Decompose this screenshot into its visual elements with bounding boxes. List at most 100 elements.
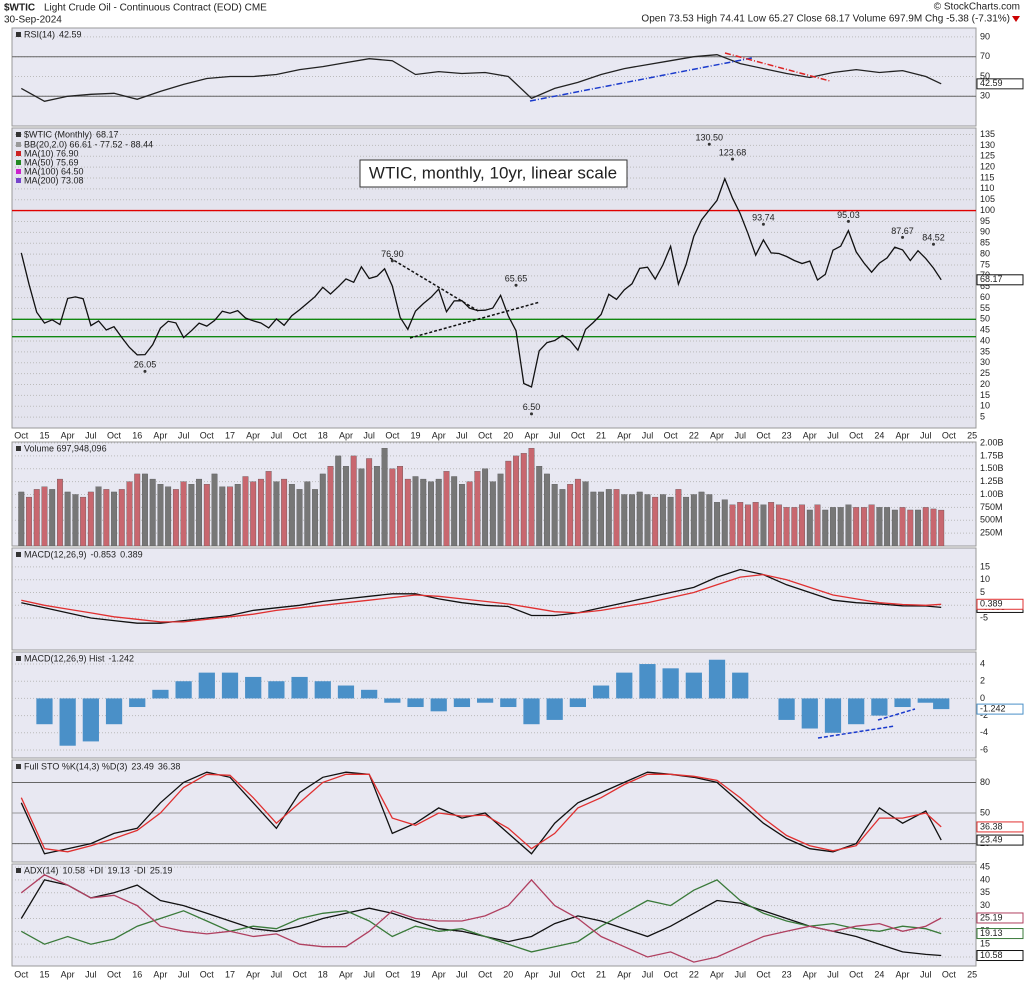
- value-tag: [976, 703, 1024, 715]
- hist-bar: [407, 698, 424, 708]
- annotation-point: [761, 222, 765, 226]
- y-tick-label: 120: [980, 162, 995, 172]
- x-tick-label: Jul: [363, 969, 375, 979]
- value-tag: [976, 928, 1024, 940]
- hist-bar: [662, 668, 679, 699]
- volume-bar: [327, 466, 334, 546]
- y-tick-label: 90: [980, 227, 990, 237]
- legend-text: 0.389: [120, 549, 143, 559]
- volume-bar: [165, 486, 172, 546]
- x-tick-label: 16: [132, 430, 142, 440]
- x-tick-label: Oct: [107, 969, 122, 979]
- volume-bar: [683, 496, 690, 546]
- y-tick-label: 45: [980, 325, 990, 335]
- value-tag-label: 0.389: [980, 599, 1003, 609]
- annotation-point: [143, 369, 147, 373]
- x-tick-label: 17: [225, 430, 235, 440]
- x-tick-label: 21: [596, 969, 606, 979]
- credit: © StockCharts.com: [934, 2, 1020, 13]
- y-tick-label: 50: [980, 71, 990, 81]
- y-tick-label: 4: [980, 658, 985, 668]
- y-tick-label: 65: [980, 281, 990, 291]
- annotation-label: 93.74: [752, 213, 775, 223]
- legend-text: Volume 697,948,096: [24, 443, 107, 453]
- volume-bar: [219, 486, 226, 546]
- legend-swatch: [16, 169, 21, 174]
- volume-bar: [420, 478, 427, 546]
- legend-text: MACD(12,26,9): [24, 549, 87, 559]
- series-line: [20, 771, 942, 855]
- hist-bar: [917, 698, 934, 703]
- legend-swatch: [16, 178, 21, 183]
- y-tick-label: 35: [980, 887, 990, 897]
- y-tick-label: -6: [980, 744, 988, 754]
- volume-bar: [884, 507, 891, 546]
- volume-bar: [706, 494, 713, 546]
- volume-bar: [675, 489, 682, 546]
- volume-bar: [806, 509, 813, 546]
- x-tick-label: Oct: [107, 430, 122, 440]
- hist-bar: [523, 698, 540, 725]
- x-tick-label: 20: [503, 430, 513, 440]
- hist-bar: [59, 698, 76, 746]
- x-tick-label: Jul: [456, 969, 468, 979]
- x-tick-label: Apr: [710, 430, 724, 440]
- volume-bar: [536, 466, 543, 546]
- hist-bar: [871, 698, 888, 716]
- hist-bar: [848, 698, 865, 725]
- hist-bar: [592, 685, 610, 699]
- date: 30-Sep-2024: [4, 15, 62, 26]
- value-tag: [976, 912, 1024, 924]
- hist-bar: [291, 676, 308, 699]
- legend-text: 23.49: [131, 761, 154, 771]
- plot-area: [18, 448, 945, 546]
- x-tick-label: Oct: [293, 430, 308, 440]
- series-line: [20, 874, 942, 963]
- value-tag: [976, 821, 1024, 833]
- volume-bar: [745, 504, 751, 546]
- volume-bar: [574, 478, 581, 546]
- x-tick-label: 15: [39, 430, 49, 440]
- y-tick-label: 40: [980, 335, 990, 345]
- volume-bar: [721, 499, 728, 546]
- x-tick-label: Apr: [524, 969, 538, 979]
- x-tick-label: Jul: [920, 969, 932, 979]
- y-tick-label: 5: [980, 587, 985, 597]
- legend-swatch: [16, 446, 21, 451]
- volume-bar: [412, 476, 419, 546]
- x-tick-label: Jul: [642, 969, 654, 979]
- volume-bar: [938, 509, 945, 546]
- y-tick-label: 25: [980, 368, 990, 378]
- hist-bar: [453, 698, 471, 708]
- volume-bar: [876, 507, 883, 546]
- y-tick-label: 1.75B: [980, 450, 1004, 460]
- volume-bar: [930, 508, 937, 546]
- legend-text: -DI: [134, 865, 146, 875]
- volume-bar: [118, 489, 125, 546]
- volume-bar: [860, 507, 867, 546]
- volume-bar: [250, 481, 257, 546]
- legend-text: $WTIC (Monthly): [24, 129, 92, 139]
- legend-text: 25.19: [150, 865, 173, 875]
- annotation-label: 123.68: [719, 148, 747, 158]
- annotation-point: [931, 242, 935, 246]
- hist-bar: [500, 698, 517, 708]
- x-tick-label: Oct: [200, 969, 215, 979]
- legend-text: ADX(14): [24, 865, 59, 875]
- volume-bar: [799, 504, 805, 546]
- volume-bar: [366, 458, 373, 546]
- value-tag-label: -1.242: [980, 703, 1006, 713]
- hist-bar: [175, 681, 192, 699]
- series-line: [20, 773, 942, 853]
- y-tick-label: 1.50B: [980, 463, 1004, 473]
- y-tick-label: 80: [980, 248, 990, 258]
- legend-swatch: [16, 552, 21, 557]
- volume-bar: [49, 489, 56, 546]
- y-tick-label: 50: [980, 314, 990, 324]
- y-tick-label: 135: [980, 129, 995, 139]
- value-tag-label: 25.19: [980, 912, 1003, 922]
- symbol: $WTIC: [4, 3, 35, 14]
- y-tick-label: 250M: [980, 528, 1003, 538]
- annotation-label: 65.65: [505, 274, 528, 284]
- legend-text: BB(20,2.0) 66.61 - 77.52 - 88.44: [24, 139, 153, 149]
